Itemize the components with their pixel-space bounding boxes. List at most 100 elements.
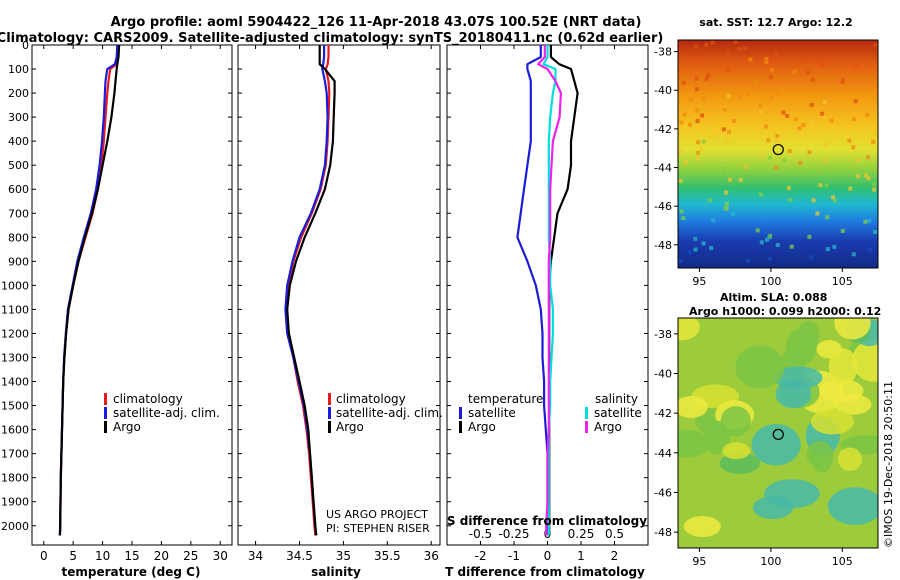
sst-pixel	[725, 51, 730, 56]
sst-pixel	[824, 183, 829, 188]
sst-pixel	[728, 177, 733, 182]
sst-pixel	[788, 198, 793, 203]
sst-pixel	[702, 127, 707, 132]
x-tick-label: 15	[124, 549, 139, 563]
sst-pixel	[785, 114, 790, 118]
sst-pixel	[798, 161, 803, 165]
sst-pixel	[775, 243, 780, 247]
y-tick-label: 1200	[1, 327, 29, 340]
y-tick-label: 1800	[1, 472, 29, 485]
sst-pixel	[851, 145, 856, 150]
sst-pixel	[806, 70, 810, 75]
sst-pixel	[873, 230, 877, 234]
x-tick-label: 35.5	[374, 549, 401, 563]
sst-pixel	[848, 186, 853, 191]
x-tick-label: 1	[577, 549, 585, 563]
sst-pixel	[789, 244, 794, 249]
sst-pixel	[723, 205, 728, 210]
sst-pixel	[694, 44, 698, 49]
sst-pixel	[820, 111, 825, 116]
sst-pixel	[701, 241, 706, 246]
s-tick-label: 0.5	[605, 527, 624, 541]
sst-pixel	[872, 187, 877, 192]
sst-pixel	[867, 218, 872, 223]
sst-pixel	[809, 120, 814, 124]
x-tick-label: 10	[95, 549, 110, 563]
sst-pixel	[727, 130, 732, 135]
sst-pixel	[679, 120, 684, 125]
sla-blob	[811, 408, 854, 435]
map-lat-label: -40	[654, 84, 672, 97]
map-lon-label: 105	[832, 555, 853, 568]
x-tick-label: 0	[40, 549, 48, 563]
sst-pixel	[706, 72, 711, 77]
sst-pixel	[732, 119, 737, 123]
y-tick-label: 1600	[1, 424, 29, 437]
sst-pixel	[825, 215, 830, 220]
sst-pixel	[832, 198, 837, 203]
sst-pixel	[755, 228, 760, 233]
sst-pixel	[710, 40, 715, 45]
x-tick-label: 2	[611, 549, 619, 563]
sst-pixel	[711, 218, 716, 223]
sst-pixel	[867, 247, 872, 252]
y-tick-label: 800	[8, 231, 29, 244]
sst-pixel	[820, 63, 825, 68]
sst-pixel	[855, 194, 860, 199]
sst-pixel	[708, 198, 713, 203]
sst-pixel	[809, 102, 814, 107]
sst-pixel	[759, 125, 764, 130]
sst-pixel	[726, 93, 731, 98]
sst-pixel	[693, 247, 698, 252]
series-line-climatology	[58, 44, 120, 536]
sst-pixel	[696, 150, 701, 155]
legend-satellite-swatch	[328, 407, 331, 419]
y-tick-label: 500	[8, 159, 29, 172]
sst-pixel	[701, 96, 706, 101]
sst-pixel	[704, 42, 709, 47]
sst-pixel	[695, 140, 700, 145]
series-line-t-argo	[548, 45, 579, 536]
sst-pixel	[855, 158, 860, 163]
series-line-argo	[58, 44, 121, 536]
sla-blob	[678, 429, 710, 458]
legend-climatology-label: climatology	[113, 392, 183, 406]
legend-satellite-label: satellite-adj. clim.	[113, 406, 220, 420]
sst-pixel	[774, 91, 779, 96]
map-lat-label: -38	[654, 328, 672, 341]
sst-pixel	[702, 203, 707, 208]
sst-pixel	[737, 46, 742, 51]
sst-pixel	[809, 255, 814, 260]
sla-map-title-2: Argo h1000: 0.099 h2000: 0.12	[689, 305, 881, 318]
series-line-argo	[286, 45, 336, 536]
sst-pixel	[854, 63, 859, 68]
sst-pixel	[789, 88, 794, 93]
sst-pixel	[764, 60, 769, 64]
sst-pixel	[865, 112, 870, 117]
sst-pixel	[873, 43, 878, 48]
legend-satellite-swatch	[104, 407, 107, 419]
sst-pixel	[725, 201, 729, 206]
series-line-climatology	[285, 45, 331, 536]
difference-xlabel: T difference from climatology	[445, 565, 645, 579]
difference-panel: -2 -1 0 1 2 -0.5 -0.25 0 0.25 0.5 T difference f…	[445, 44, 649, 579]
sst-pixel	[807, 234, 812, 239]
sst-pixel	[704, 76, 709, 81]
sst-pixel	[767, 256, 772, 261]
legend-argo-swatch	[104, 421, 107, 433]
x-tick-label: 0	[544, 549, 552, 563]
sst-map-title: sat. SST: 12.7 Argo: 12.2	[699, 16, 852, 29]
sla-blob	[678, 318, 700, 341]
sst-pixel	[773, 54, 778, 59]
sla-blob	[837, 447, 863, 471]
sst-pixel	[786, 186, 791, 191]
x-tick-label: 34.5	[286, 549, 313, 563]
temperature-panel: 0100200300400500600700800900100011001200…	[1, 39, 233, 579]
sst-pixel	[769, 96, 774, 101]
sst-pixel	[687, 250, 692, 255]
sst-pixel	[822, 115, 827, 120]
sst-pixel	[745, 91, 750, 96]
sla-blob	[819, 379, 864, 403]
sst-pixel	[781, 110, 786, 115]
sla-blob	[852, 339, 878, 382]
